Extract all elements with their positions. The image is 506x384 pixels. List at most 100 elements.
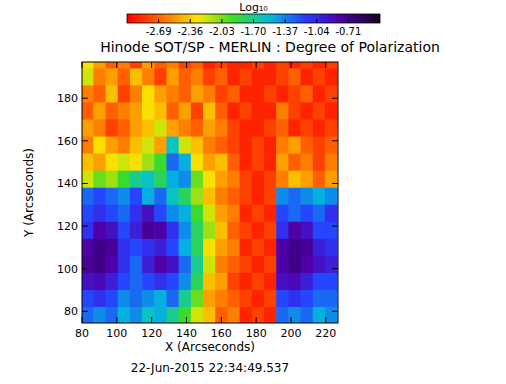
cell (142, 171, 155, 189)
cell (215, 239, 228, 257)
cell (227, 171, 240, 189)
cell (276, 62, 289, 69)
cell (325, 120, 338, 138)
cell (82, 85, 94, 103)
cell (93, 171, 106, 189)
cell (301, 205, 314, 223)
cell (166, 307, 179, 323)
cell (227, 188, 240, 206)
x-tick-label: 80 (75, 327, 89, 340)
cell (227, 239, 240, 257)
cell (215, 290, 228, 308)
cell (325, 307, 338, 323)
cell (288, 102, 301, 120)
colorbar-tick-label: -2.03 (209, 26, 235, 37)
cell (106, 222, 119, 240)
cell (154, 102, 167, 120)
cell (252, 68, 265, 86)
x-tick (290, 317, 291, 323)
cell (313, 290, 326, 308)
cell (93, 102, 106, 120)
cell (240, 154, 253, 172)
cell (166, 68, 179, 86)
cell (264, 137, 277, 155)
cell (252, 137, 265, 155)
cell (93, 290, 106, 308)
cell (130, 68, 143, 86)
cell (130, 205, 143, 223)
cell (154, 85, 167, 103)
cell (130, 137, 143, 155)
cell (179, 154, 192, 172)
cell (93, 85, 106, 103)
cell (325, 256, 338, 274)
cell (313, 256, 326, 274)
cell (301, 239, 314, 257)
cell (325, 188, 338, 206)
cell (215, 205, 228, 223)
x-tick (116, 317, 117, 323)
cell (106, 68, 119, 86)
cell (313, 137, 326, 155)
cell (179, 273, 192, 291)
x-tick-top (116, 62, 117, 68)
cell (227, 154, 240, 172)
cell (154, 256, 167, 274)
cell (313, 222, 326, 240)
cell (252, 205, 265, 223)
x-tick-label: 180 (246, 327, 267, 340)
cell (106, 188, 119, 206)
cell (106, 154, 119, 172)
cell (301, 120, 314, 138)
cell (240, 307, 253, 323)
cell (203, 256, 216, 274)
cell (191, 154, 204, 172)
colorbar-tick (190, 19, 191, 23)
cell (154, 307, 167, 323)
cell (276, 205, 289, 223)
cell (142, 239, 155, 257)
cell (191, 307, 204, 323)
cell (93, 239, 106, 257)
cell (118, 273, 131, 291)
colorbar-tick (253, 19, 254, 23)
cell (301, 222, 314, 240)
x-tick-label: 120 (141, 327, 162, 340)
cell (264, 290, 277, 308)
cell (179, 290, 192, 308)
cell (82, 273, 94, 291)
cell (203, 102, 216, 120)
x-axis-label: X (Arcseconds) (165, 340, 255, 354)
cell (325, 62, 338, 69)
cell (118, 307, 131, 323)
cell (166, 222, 179, 240)
cell (93, 256, 106, 274)
cell (264, 120, 277, 138)
cell (203, 205, 216, 223)
cell (166, 62, 179, 69)
cell (240, 239, 253, 257)
cell (203, 239, 216, 257)
cell (179, 68, 192, 86)
x-tick-top (186, 62, 187, 68)
cell (118, 256, 131, 274)
cell (240, 290, 253, 308)
cell (264, 307, 277, 323)
cell (252, 85, 265, 103)
cell (93, 222, 106, 240)
cell (93, 273, 106, 291)
cell (325, 171, 338, 189)
cell (142, 205, 155, 223)
background (0, 0, 506, 384)
cell (227, 102, 240, 120)
cell (154, 239, 167, 257)
cell (142, 85, 155, 103)
cell (276, 188, 289, 206)
cell (240, 120, 253, 138)
cell (313, 239, 326, 257)
cell (264, 256, 277, 274)
y-tick-label: 140 (57, 177, 78, 190)
cell (227, 68, 240, 86)
cell (252, 256, 265, 274)
cell (313, 171, 326, 189)
